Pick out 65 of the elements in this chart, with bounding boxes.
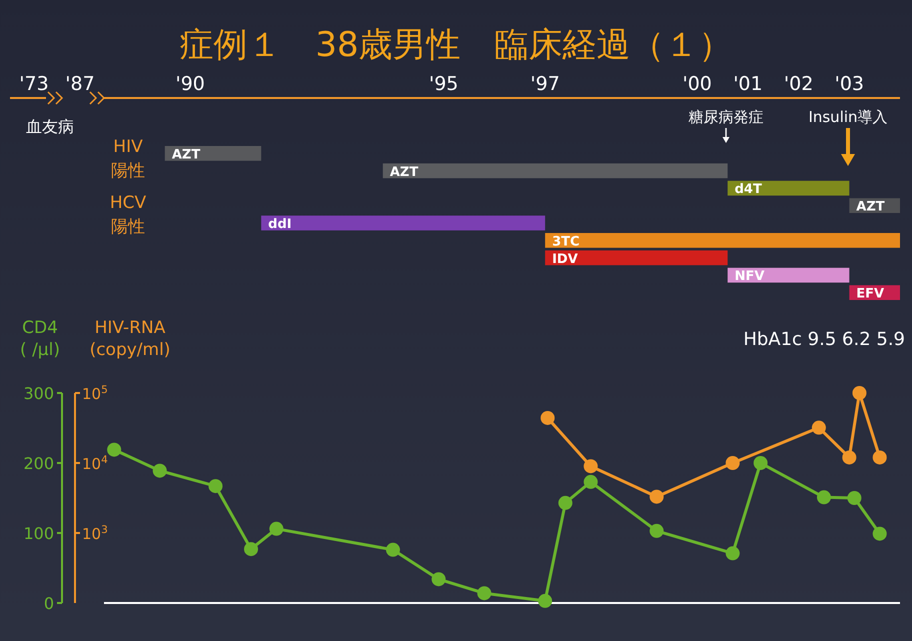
point xyxy=(540,410,555,425)
point xyxy=(538,594,552,608)
annotation: d4T xyxy=(734,182,762,198)
point xyxy=(432,572,446,586)
point xyxy=(816,490,831,504)
point xyxy=(872,526,887,541)
annotation: ddI xyxy=(268,217,292,232)
point xyxy=(650,524,664,538)
point xyxy=(872,450,887,464)
text: 糖尿病発症 xyxy=(688,108,764,126)
annotation: HCV 陽性 xyxy=(110,193,147,237)
y2-tick-label: 10$^{5}$ xyxy=(82,384,108,403)
bar xyxy=(545,250,728,266)
annotation: HIV 陽性 xyxy=(111,137,145,181)
text: 血友病 xyxy=(26,117,74,136)
point xyxy=(584,474,598,489)
point xyxy=(107,442,122,457)
annotation: 3TC xyxy=(552,234,580,250)
x-tick-label: '95 xyxy=(428,73,458,95)
chart-title: 症例１ 38歳男性 臨床経過（１） xyxy=(179,25,733,65)
point xyxy=(812,420,826,435)
point xyxy=(852,386,866,400)
y-tick-label: 200 xyxy=(23,454,54,473)
annotation: AZT xyxy=(390,164,418,180)
text: HbA1c 9.5 6.2 5.9 xyxy=(743,329,905,350)
annotation: EFV xyxy=(856,286,884,302)
text: '87 xyxy=(65,73,95,95)
point xyxy=(152,464,167,478)
x-tick-label: '00 xyxy=(682,73,712,95)
y2-axis-title: HIV-RNA (copy/ml) xyxy=(90,318,170,360)
x-tick-label: '01 xyxy=(733,73,763,95)
y-axis-title: CD4 ( /μl) xyxy=(20,318,60,360)
bar xyxy=(728,180,850,196)
point xyxy=(269,522,284,536)
x-tick-label: '90 xyxy=(175,73,205,95)
bar xyxy=(545,233,900,248)
x-tick-label: '02 xyxy=(784,73,814,95)
bar xyxy=(164,146,262,161)
y-tick-label: 300 xyxy=(23,384,54,403)
annotation: IDV xyxy=(552,252,578,267)
point xyxy=(244,542,258,556)
point xyxy=(558,496,572,510)
point xyxy=(726,546,740,560)
x-tick-label: '03 xyxy=(834,73,864,95)
point xyxy=(847,491,862,505)
text: '73 xyxy=(19,73,49,95)
y-tick-label: 100 xyxy=(23,524,54,543)
annotation: NFV xyxy=(734,269,764,284)
point xyxy=(386,542,400,557)
point xyxy=(584,459,598,474)
y2-tick-label: 10$^{3}$ xyxy=(82,524,108,543)
text: Insulin導入 xyxy=(808,108,888,126)
annotation: AZT xyxy=(172,147,200,162)
bar xyxy=(261,216,546,230)
point xyxy=(726,456,740,470)
bar xyxy=(382,163,728,178)
y-tick-label: 0 xyxy=(44,594,54,613)
point xyxy=(650,490,664,504)
point xyxy=(208,479,223,494)
point xyxy=(754,456,768,470)
annotation: AZT xyxy=(856,200,885,215)
point xyxy=(842,450,856,464)
x-tick-label: '97 xyxy=(530,73,560,95)
y2-tick-label: 10$^{4}$ xyxy=(82,454,108,473)
point xyxy=(477,586,492,600)
